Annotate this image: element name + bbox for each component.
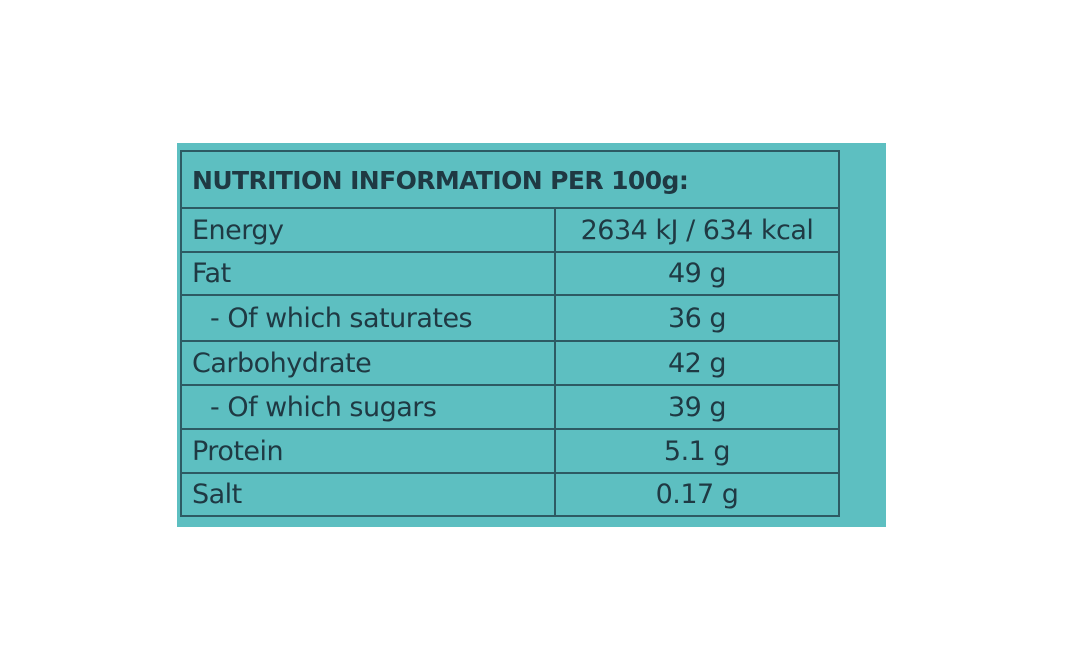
nutrient-value: 0.17 g	[655, 479, 739, 510]
label-panel: NUTRITION INFORMATION PER 100g: Energy 26…	[177, 143, 886, 527]
table-row: Energy 2634 kJ / 634 kcal	[182, 207, 838, 251]
table-row: Carbohydrate 42 g	[182, 340, 838, 384]
nutrient-name: Protein	[182, 430, 556, 472]
nutrition-table: NUTRITION INFORMATION PER 100g: Energy 26…	[180, 150, 840, 517]
nutrient-value: 42 g	[667, 347, 727, 379]
nutrient-name: - Of which saturates	[182, 296, 556, 340]
table-row: Protein 5.1 g	[182, 428, 838, 472]
nutrient-value: 36 g	[667, 302, 727, 334]
nutrient-value: 5.1 g	[663, 435, 731, 467]
nutrient-name: Salt	[182, 474, 556, 515]
nutrient-name: Fat	[182, 253, 556, 294]
table-title: NUTRITION INFORMATION PER 100g:	[192, 166, 689, 195]
nutrient-value: 49 g	[667, 258, 727, 289]
table-row: - Of which saturates 36 g	[182, 294, 838, 340]
nutrient-name: Carbohydrate	[182, 342, 556, 384]
table-row: - Of which sugars 39 g	[182, 384, 838, 428]
nutrient-name: Energy	[182, 209, 556, 251]
nutrient-value: 39 g	[667, 391, 727, 423]
table-row: Salt 0.17 g	[182, 472, 838, 515]
nutrient-value: 2634 kJ / 634 kcal	[580, 214, 814, 246]
nutrient-name: - Of which sugars	[182, 386, 556, 428]
table-row: Fat 49 g	[182, 251, 838, 294]
